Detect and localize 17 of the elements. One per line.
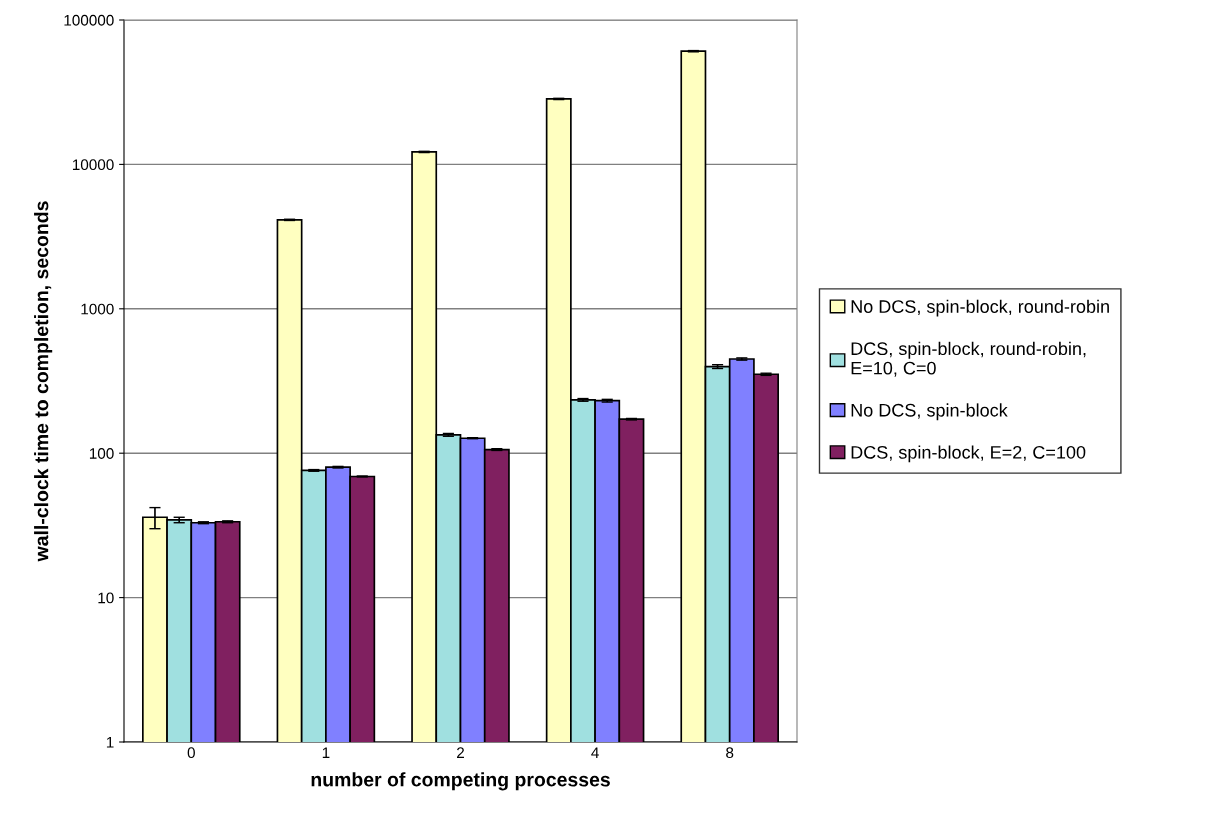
legend-label: No DCS, spin-block <box>851 403 1008 421</box>
x-tick-label: 8 <box>726 747 734 759</box>
legend-label: DCS, spin-block, E=2, C=100 <box>851 445 1086 463</box>
x-axis-title: number of competing processes <box>311 772 610 791</box>
y-tick-label: 1000 <box>81 303 114 315</box>
x-tick-label: 0 <box>187 747 195 759</box>
y-tick-label: 100000 <box>64 14 114 26</box>
x-tick-label: 1 <box>322 747 330 758</box>
legend-label: DCS, spin-block, round-robin, E=10, C=0 <box>851 341 1086 377</box>
y-tick-label: 10 <box>98 592 114 604</box>
legend-label: No DCS, spin-block, round-robin <box>851 299 1109 317</box>
x-tick-label: 4 <box>591 747 599 758</box>
y-tick-label: 10000 <box>72 159 114 171</box>
y-axis-title: wall-clock time to completion, seconds <box>34 201 53 562</box>
y-tick-label: 100 <box>89 448 114 459</box>
x-tick-label: 2 <box>457 747 464 758</box>
y-tick-label: 1 <box>106 737 114 748</box>
